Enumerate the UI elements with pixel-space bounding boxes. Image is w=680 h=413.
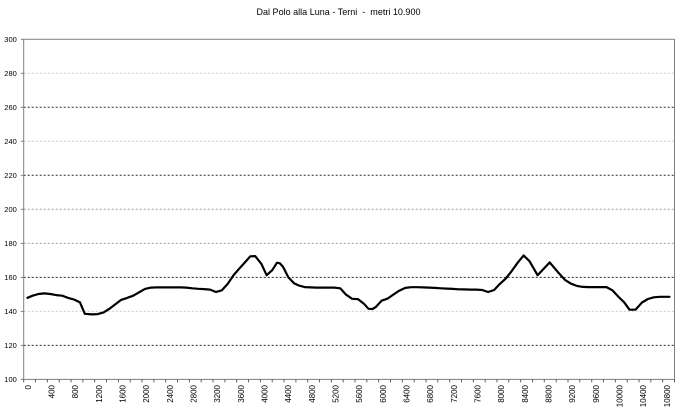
svg-text:7600: 7600 [474, 384, 483, 402]
svg-text:2800: 2800 [190, 384, 199, 402]
svg-text:10800: 10800 [663, 384, 672, 407]
svg-text:400: 400 [48, 384, 57, 398]
svg-text:10400: 10400 [639, 384, 648, 407]
svg-text:5200: 5200 [332, 384, 341, 402]
svg-text:5600: 5600 [355, 384, 364, 402]
svg-text:800: 800 [71, 384, 80, 398]
svg-text:9200: 9200 [568, 384, 577, 402]
svg-text:300: 300 [4, 35, 17, 44]
svg-text:8400: 8400 [521, 384, 530, 402]
svg-text:6000: 6000 [379, 384, 388, 402]
svg-text:1600: 1600 [119, 384, 128, 402]
svg-text:180: 180 [4, 239, 17, 248]
svg-text:2000: 2000 [142, 384, 151, 402]
svg-text:6800: 6800 [426, 384, 435, 402]
svg-text:9600: 9600 [592, 384, 601, 402]
svg-text:140: 140 [4, 307, 17, 316]
svg-text:120: 120 [4, 341, 17, 350]
svg-text:4800: 4800 [308, 384, 317, 402]
svg-text:8800: 8800 [545, 384, 554, 402]
svg-text:4400: 4400 [284, 384, 293, 402]
svg-text:220: 220 [4, 171, 17, 180]
svg-text:6400: 6400 [403, 384, 412, 402]
svg-text:160: 160 [4, 273, 17, 282]
svg-text:260: 260 [4, 103, 17, 112]
svg-text:8000: 8000 [497, 384, 506, 402]
svg-text:7200: 7200 [450, 384, 459, 402]
svg-text:4000: 4000 [261, 384, 270, 402]
svg-text:3600: 3600 [237, 384, 246, 402]
svg-text:1200: 1200 [95, 384, 104, 402]
svg-text:100: 100 [4, 375, 17, 384]
svg-text:3200: 3200 [213, 384, 222, 402]
svg-text:200: 200 [4, 205, 17, 214]
svg-text:280: 280 [4, 69, 17, 78]
svg-text:Dal Polo alla Luna - Terni -: Dal Polo alla Luna - Terni - metri 10.90… [257, 7, 421, 18]
svg-text:10000: 10000 [616, 384, 625, 407]
svg-text:0: 0 [24, 384, 33, 389]
svg-text:2400: 2400 [166, 384, 175, 402]
svg-text:240: 240 [4, 137, 17, 146]
